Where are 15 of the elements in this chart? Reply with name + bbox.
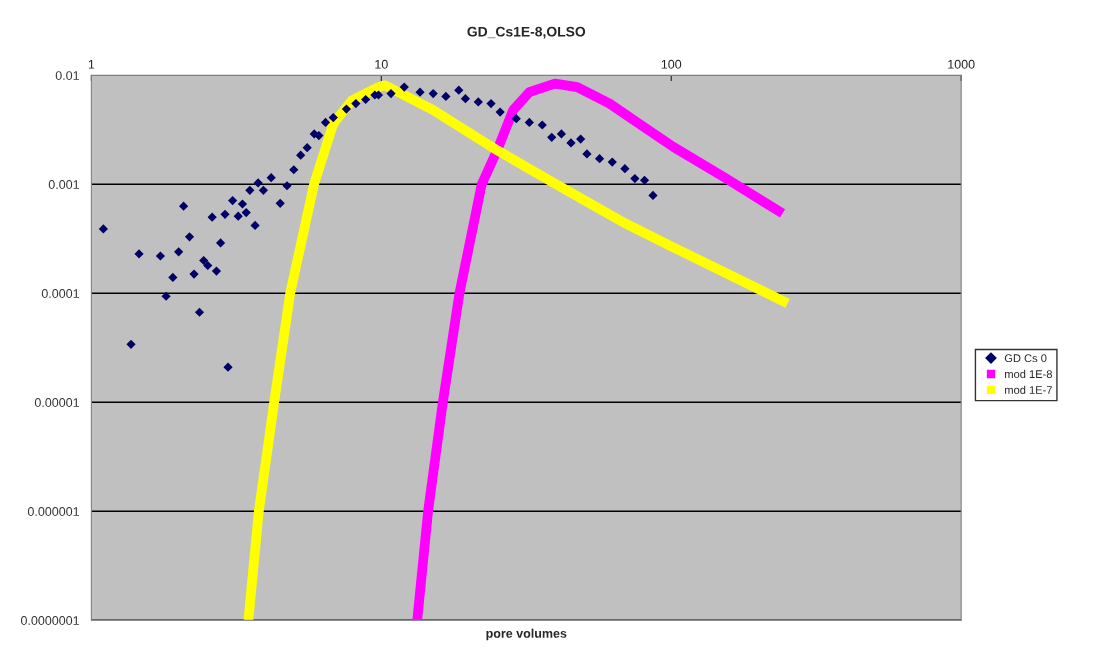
x-tick-label: 1000 — [948, 59, 975, 69]
y-tick-label: 0.00001 — [34, 398, 79, 407]
x-tick-label: 100 — [661, 59, 682, 69]
y-tick-label: 0.0001 — [41, 289, 79, 298]
chart-title: GD_Cs1E-8,OLSO — [467, 26, 586, 39]
legend-label: mod 1E-7 — [1005, 385, 1052, 394]
y-tick-label: 0.001 — [48, 180, 79, 189]
x-tick-label: 10 — [375, 59, 388, 69]
legend-label: mod 1E-8 — [1005, 369, 1052, 379]
legend-label: GD Cs 0 — [1004, 354, 1047, 363]
x-tick-label: 1 — [88, 59, 95, 69]
y-tick-label: 0.000001 — [27, 507, 79, 516]
x-axis-title: pore volumes — [486, 628, 567, 641]
y-tick-label: 0.0000001 — [20, 616, 79, 625]
y-tick-label: 0.01 — [55, 71, 79, 80]
